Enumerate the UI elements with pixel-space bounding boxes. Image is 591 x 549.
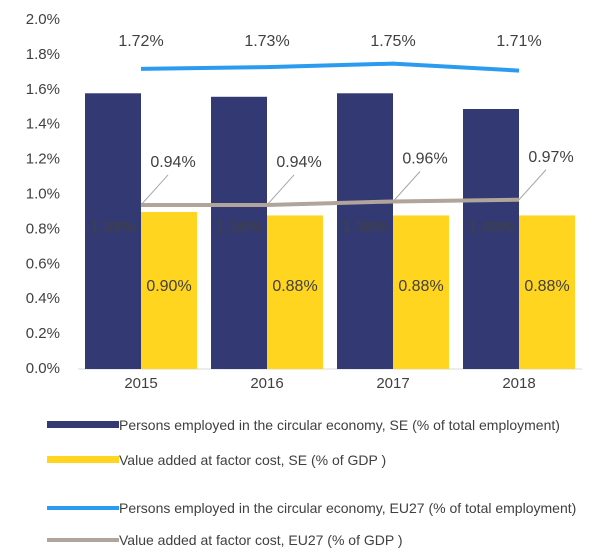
y-tick-label: 1.2% — [26, 151, 60, 168]
x-tick-label: 2017 — [376, 375, 409, 392]
bar — [519, 215, 575, 369]
line-label: 0.94% — [276, 154, 321, 171]
x-tick-label: 2015 — [124, 375, 157, 392]
x-tick-label: 2016 — [250, 375, 283, 392]
y-tick-label: 1.8% — [26, 46, 60, 63]
bar-label: 1.49% — [468, 219, 513, 236]
y-tick-label: 0.4% — [26, 290, 60, 307]
leader-line — [518, 169, 547, 201]
bar-label: 1.58% — [342, 219, 387, 236]
leader-line — [392, 171, 421, 202]
bar-label: 0.88% — [398, 278, 443, 295]
legend-label: Persons employed in the circular economy… — [119, 417, 560, 433]
y-tick-label: 1.4% — [26, 116, 60, 133]
line-label: 0.97% — [528, 149, 573, 166]
legend-swatch — [47, 456, 119, 463]
line-label: 1.72% — [118, 33, 163, 50]
line-label: 0.96% — [402, 151, 447, 168]
line — [140, 61, 520, 73]
y-tick-label: 1.0% — [26, 185, 60, 202]
bar — [211, 96, 267, 369]
bar-label: 0.88% — [524, 278, 569, 295]
bar — [267, 215, 323, 369]
bar-label: 0.88% — [272, 278, 317, 295]
leader-line — [140, 174, 169, 206]
bar — [463, 108, 519, 370]
y-tick-label: 0.6% — [26, 255, 60, 272]
legend-swatch — [47, 421, 119, 428]
line-label: 1.73% — [244, 33, 289, 50]
legend-label: Persons employed in the circular economy… — [119, 500, 577, 516]
bar-label: 0.90% — [146, 278, 191, 295]
line-label: 1.71% — [496, 33, 541, 50]
line-label: 1.75% — [370, 33, 415, 50]
legend-label: Value added at factor cost, SE (% of GDP… — [119, 452, 387, 468]
y-tick-label: 1.6% — [26, 81, 60, 98]
bar-label: 1.58% — [90, 219, 135, 236]
y-tick-label: 2.0% — [26, 11, 60, 28]
leader-line — [266, 174, 295, 206]
bar — [141, 211, 197, 369]
legend-label: Value added at factor cost, EU27 (% of G… — [119, 532, 403, 548]
x-tick-label: 2018 — [502, 375, 535, 392]
y-tick-label: 0.2% — [26, 325, 60, 342]
bar — [85, 93, 141, 369]
y-tick-label: 0.0% — [26, 360, 60, 377]
line-label: 0.94% — [150, 154, 195, 171]
y-tick-label: 0.8% — [26, 220, 60, 237]
line — [141, 197, 520, 207]
bar-label: 1.56% — [216, 219, 261, 236]
bar — [337, 93, 393, 369]
bar — [393, 215, 449, 369]
